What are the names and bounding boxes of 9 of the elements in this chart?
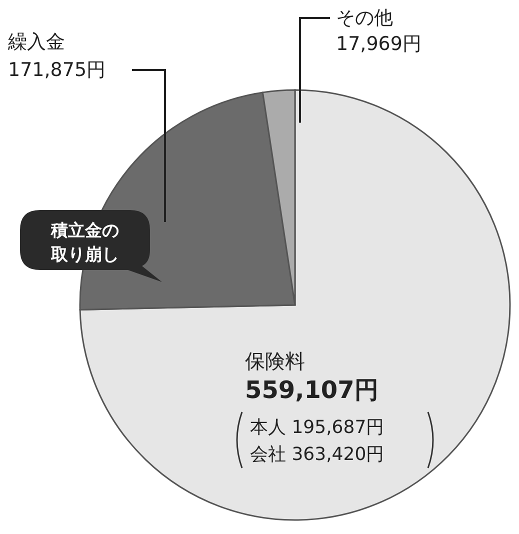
data-label: 559,107円 — [245, 376, 378, 404]
text: 会社 363,420円 — [250, 444, 384, 465]
text: 積立金の取り崩し — [50, 221, 119, 265]
text: 本人 195,687円 — [250, 417, 384, 438]
slice-label: 繰入金 — [7, 31, 65, 53]
slice-label: その他 — [336, 7, 393, 29]
data-label: 17,969円 — [336, 33, 422, 55]
slice-label: 保険料 — [245, 349, 305, 373]
data-label: 171,875円 — [8, 59, 106, 81]
